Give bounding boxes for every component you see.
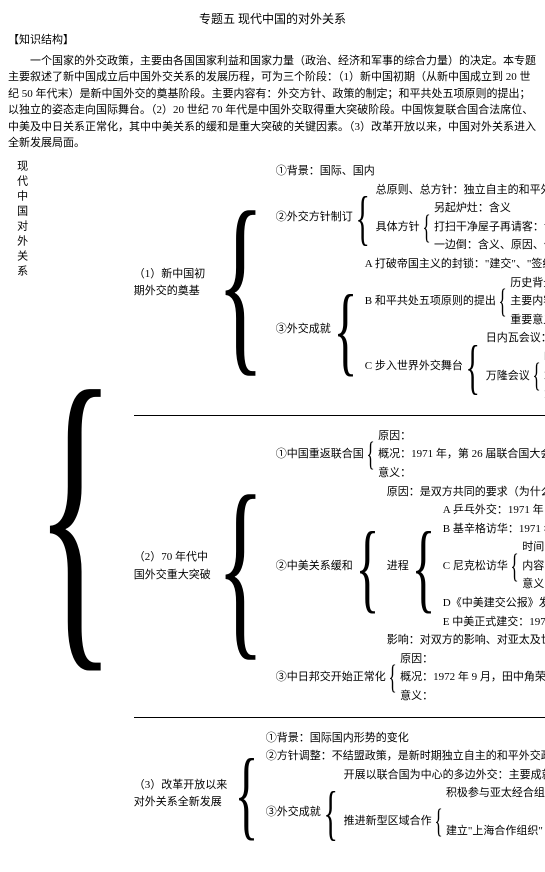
outline-item: ②中美关系缓和 bbox=[276, 483, 355, 650]
outline-item: 历史背景 bbox=[510, 274, 545, 293]
brace-icon: { bbox=[498, 274, 507, 330]
outline-item: 具体方针 bbox=[376, 200, 422, 256]
outline-item: 日内瓦会议：时间、特点、内容 bbox=[486, 330, 545, 349]
outline-item: ②方针调整：不结盟政策，是新时期独立自主的和平外交政策的具体表现 bbox=[266, 748, 545, 767]
outline-item: 另起炉灶：含义 bbox=[434, 200, 545, 219]
outline-item: 概况：1971 年，第 26 届联合国大会 bbox=[378, 446, 545, 465]
outline-item: C 步入世界外交舞台 bbox=[365, 330, 465, 404]
outline-item: ③外交成就 bbox=[276, 255, 333, 404]
brace-icon: { bbox=[388, 650, 397, 706]
outline-item: E 中美正式建交：1979 年，实现了两国关系正常化； bbox=[443, 613, 545, 632]
knowledge-outline: 现代中国对外关系 { （1）新中国初期外交的奠基 { ①背景：国际、国内 ②外交… bbox=[8, 160, 537, 863]
outline-item: 主要内容 bbox=[510, 293, 545, 312]
outline-item: 推进新型区域合作 bbox=[344, 785, 434, 859]
outline-item: 意义： bbox=[400, 688, 545, 707]
outline-item: 内容：签订《中美联合公报》 bbox=[522, 557, 545, 576]
outline-item: 建立"上海合作组织" bbox=[446, 804, 545, 860]
intro-paragraph: 一个国家的外交政策，主要由各国国家利益和国家力量（政治、经济和军事的综合力量）的… bbox=[8, 53, 537, 152]
outline-item: 总原则、总方针：独立自主的和平外交政策 bbox=[376, 181, 545, 200]
outline-item: 原因： bbox=[400, 650, 545, 669]
brace-icon: { bbox=[434, 785, 443, 859]
outline-item: 一边倒：含义、原因、作用 bbox=[434, 237, 545, 256]
brace-icon: { bbox=[355, 483, 380, 650]
section-2-label: （2）70 年代中国外交重大突破 bbox=[134, 427, 216, 706]
outline-item: 意义：态两国关系开始走向正常化； bbox=[522, 576, 545, 595]
brace-icon: { bbox=[216, 427, 265, 706]
section-heading: 【知识结构】 bbox=[8, 32, 537, 49]
outline-item: ③中日邦交开始正常化 bbox=[276, 650, 388, 706]
outline-item: 原因：是双方共同的要求（为什么？） bbox=[387, 483, 545, 502]
brace-icon: { bbox=[216, 163, 265, 405]
brace-icon: { bbox=[234, 729, 259, 859]
brace-icon: { bbox=[333, 255, 358, 404]
brace-icon: { bbox=[465, 330, 480, 404]
outline-item: A 乒乓外交：1971 年 3 月，打开两国交往的大门 bbox=[443, 502, 545, 521]
outline-item: 原因： bbox=[378, 427, 545, 446]
brace-icon: { bbox=[532, 348, 541, 404]
brace-icon: { bbox=[366, 427, 375, 483]
brace-icon: { bbox=[355, 181, 370, 255]
outline-item: C 尼克松访华 bbox=[443, 539, 510, 595]
brace-icon: { bbox=[411, 502, 436, 632]
outline-item: 开展以联合国为中心的多边外交：主要成就 bbox=[344, 766, 545, 785]
outline-item: ①中国重返联合国 bbox=[276, 427, 366, 483]
outline-item: 概况：1972 年 9 月，田中角荣访华，签署建外交声明 bbox=[400, 669, 545, 688]
outline-item: 重要意义 bbox=[510, 311, 545, 330]
brace-icon: { bbox=[422, 200, 431, 256]
brace-icon: { bbox=[34, 160, 117, 863]
outline-item: ①背景：国际、国内 bbox=[276, 163, 545, 182]
root-label: 现代中国对外关系 bbox=[8, 160, 34, 863]
outline-item: 万隆会议 bbox=[486, 348, 532, 404]
divider bbox=[134, 717, 545, 718]
outline-item: A 打破帝国主义的封锁："建交"、"签约" bbox=[365, 255, 545, 274]
outline-item: B 和平共处五项原则的提出 bbox=[365, 274, 498, 330]
outline-item: ②外交方针制订 bbox=[276, 181, 355, 255]
outline-item: 进程 bbox=[387, 502, 411, 632]
outline-item: 时间：1972 年 bbox=[522, 539, 545, 558]
outline-item: D《中美建交公报》发表：1978 年 12 月，内容 bbox=[443, 595, 545, 614]
outline-item: ①背景：国际国内形势的变化 bbox=[266, 729, 545, 748]
section-3-label: （3）改革开放以来对外关系全新发展 bbox=[134, 729, 234, 859]
page-title: 专题五 现代中国的对外关系 bbox=[8, 10, 537, 28]
divider bbox=[134, 415, 545, 416]
brace-icon: { bbox=[510, 539, 519, 595]
outline-item: 积极参与亚太经合组织（APEC）：活动 bbox=[446, 785, 545, 804]
brace-icon: { bbox=[323, 766, 338, 859]
section-1-label: （1）新中国初期外交的奠基 bbox=[134, 163, 216, 405]
outline-item: B 基辛格访华：1971 年 7 月，为尼克松访华作准备 bbox=[443, 520, 545, 539]
outline-item: 打扫干净屋子再请客：含义 bbox=[434, 218, 545, 237]
outline-item: 意义： bbox=[378, 464, 545, 483]
outline-item: ③外交成就 bbox=[266, 766, 323, 859]
outline-item: 影响：对双方的影响、对亚太及世界的影响 bbox=[387, 632, 545, 651]
